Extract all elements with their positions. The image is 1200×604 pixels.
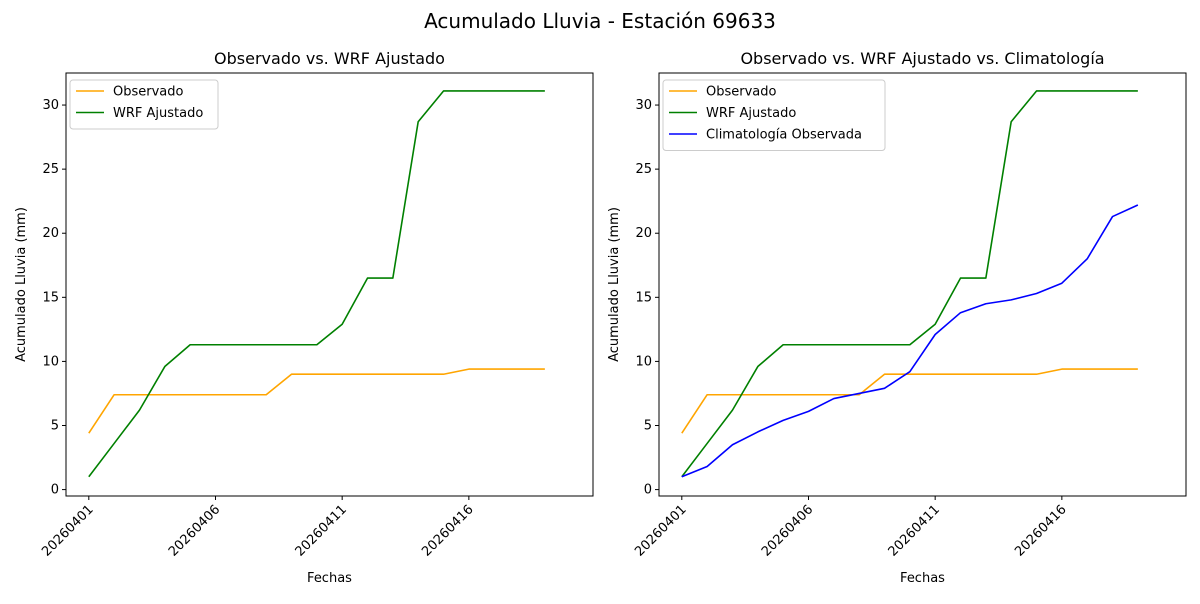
y-tick-label: 0	[644, 483, 652, 498]
legend-box	[69, 79, 219, 130]
figure-suptitle: Acumulado Lluvia - Estación 69633	[424, 9, 776, 33]
y-tick-label: 15	[635, 290, 652, 305]
legend-box	[662, 79, 886, 151]
y-tick-label: 25	[635, 162, 652, 177]
legend-label: WRF Ajustado	[113, 106, 203, 121]
x-axis-label: Fechas	[900, 571, 945, 586]
axes-frame	[65, 72, 594, 497]
subplot-title: Observado vs. WRF Ajustado vs. Climatolo…	[740, 49, 1104, 68]
y-tick-label: 30	[635, 98, 652, 113]
x-axis-label: Fechas	[307, 571, 352, 586]
y-tick-label: 25	[42, 162, 59, 177]
y-tick-label: 5	[644, 419, 652, 434]
y-tick-label: 20	[42, 226, 59, 241]
series-line-observado	[681, 368, 1138, 434]
y-tick-label: 10	[42, 354, 59, 369]
series-line-climatolog-a-observada	[681, 204, 1139, 478]
axes-frame	[658, 72, 1187, 497]
legend-label: Observado	[706, 85, 777, 100]
y-tick-label: 15	[42, 290, 59, 305]
y-tick-label: 30	[42, 98, 59, 113]
series-line-observado	[88, 368, 545, 434]
legend-label: Observado	[113, 85, 184, 100]
y-tick-label: 10	[635, 354, 652, 369]
y-tick-label: 5	[51, 419, 59, 434]
series-line-wrf-ajustado	[88, 90, 545, 478]
legend-label: WRF Ajustado	[706, 106, 796, 121]
y-axis-label: Acumulado Lluvia (mm)	[14, 207, 29, 362]
legend-label: Climatología Observada	[706, 128, 862, 143]
series-line-wrf-ajustado	[681, 90, 1138, 478]
subplot-title: Observado vs. WRF Ajustado	[214, 49, 445, 68]
y-tick-label: 20	[635, 226, 652, 241]
y-tick-label: 0	[51, 483, 59, 498]
y-axis-label: Acumulado Lluvia (mm)	[607, 207, 622, 362]
